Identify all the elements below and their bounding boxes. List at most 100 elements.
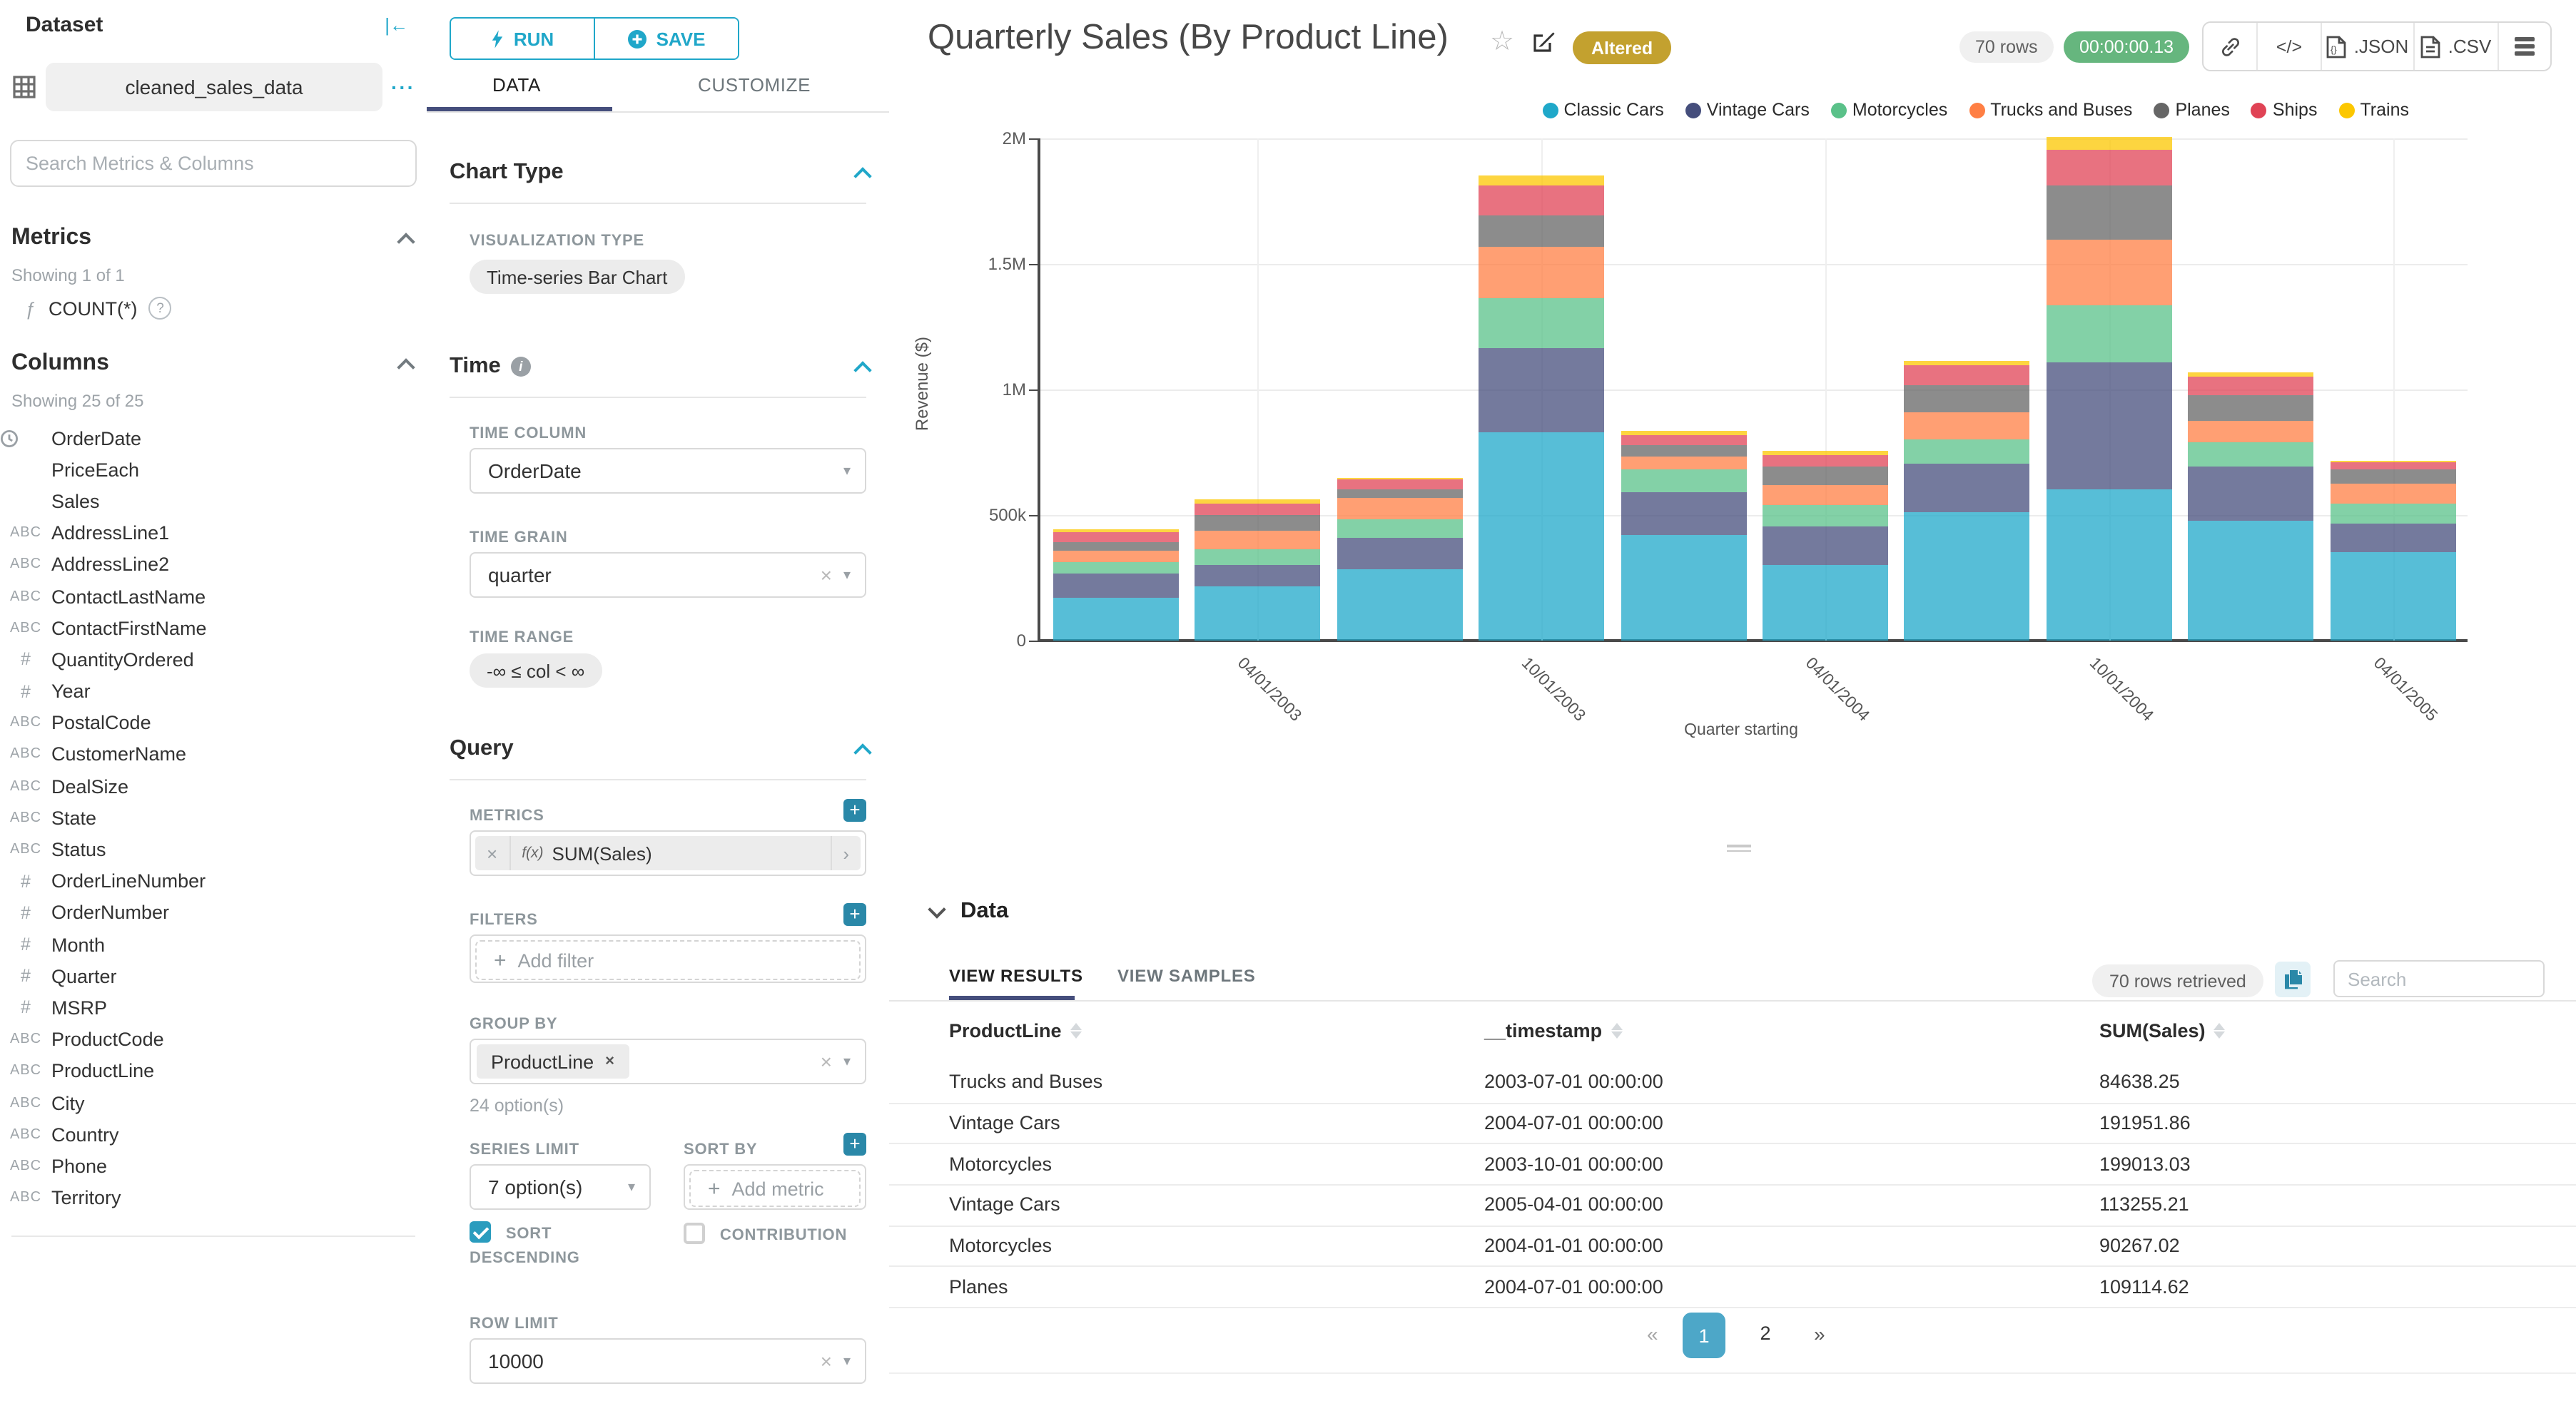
column-item[interactable]: # Quarter [0, 960, 427, 992]
column-item[interactable]: ABC PostalCode [0, 707, 427, 738]
column-item[interactable]: ABC ProductCode [0, 1024, 427, 1055]
bar-segment[interactable] [2188, 377, 2314, 396]
metric-pill[interactable]: × f(x) SUM(Sales) › [475, 836, 861, 870]
bar-segment[interactable] [1621, 535, 1747, 641]
search-metrics-columns-input[interactable] [10, 140, 417, 187]
panel-resize-handle[interactable] [1727, 842, 1751, 855]
bar-segment[interactable] [1904, 439, 2030, 464]
pagination-prev-button[interactable]: « [1647, 1323, 1658, 1345]
bar-segment[interactable] [2046, 489, 2172, 641]
bar-segment[interactable] [1337, 537, 1463, 569]
checkbox-unchecked-icon[interactable] [684, 1223, 705, 1244]
column-item[interactable]: ABC Country [0, 1119, 427, 1150]
bar-segment[interactable] [1621, 492, 1747, 536]
column-item[interactable]: ABC ProductLine [0, 1056, 427, 1087]
bar-segment[interactable] [2330, 460, 2456, 463]
bar-segment[interactable] [2046, 240, 2172, 305]
bar-segment[interactable] [2046, 150, 2172, 186]
bar-segment[interactable] [1337, 477, 1463, 480]
remove-group-by-icon[interactable]: × [605, 1053, 614, 1070]
legend-item[interactable]: Vintage Cars [1685, 100, 1810, 120]
query-section-header[interactable]: Query [450, 736, 872, 762]
add-filter-plus-button[interactable]: + [843, 903, 866, 926]
chevron-up-icon[interactable] [853, 743, 872, 761]
bar-segment[interactable] [1195, 515, 1321, 531]
bar-segment[interactable] [1904, 512, 2030, 641]
column-item[interactable]: ABC ContactFirstName [0, 612, 427, 643]
collapse-sidebar-icon[interactable]: |← [385, 14, 408, 36]
bar-segment[interactable] [1053, 598, 1179, 641]
remove-metric-icon[interactable]: × [487, 842, 498, 864]
clear-icon[interactable]: × [820, 1050, 832, 1073]
series-limit-select[interactable]: 7 option(s) ▾ [470, 1164, 651, 1210]
bar-segment[interactable] [2330, 469, 2456, 484]
checkbox-checked-icon[interactable] [470, 1221, 491, 1243]
bar-segment[interactable] [1053, 561, 1179, 574]
bar-segment[interactable] [2188, 520, 2314, 641]
embed-code-button[interactable]: </> [2256, 23, 2321, 70]
bar-segment[interactable] [1053, 532, 1179, 543]
bar-segment[interactable] [1337, 569, 1463, 641]
tab-customize[interactable]: CUSTOMIZE [698, 74, 811, 96]
bar-segment[interactable] [1479, 185, 1605, 215]
bar-segment[interactable] [2330, 504, 2456, 524]
bar-segment[interactable] [1479, 432, 1605, 641]
expand-metric-icon[interactable]: › [843, 842, 849, 864]
bar-segment[interactable] [1763, 484, 1888, 505]
legend-item[interactable]: Classic Cars [1542, 100, 1664, 120]
column-item[interactable]: ABC AddressLine2 [0, 549, 427, 581]
bar-segment[interactable] [2330, 551, 2456, 641]
column-item[interactable]: ABC City [0, 1087, 427, 1119]
column-item[interactable]: ABC Phone [0, 1151, 427, 1182]
tab-view-results[interactable]: VIEW RESULTS [949, 966, 1083, 986]
bar-segment[interactable] [1195, 530, 1321, 549]
pagination-next-button[interactable]: » [1814, 1323, 1825, 1345]
column-item[interactable]: OrderDate [0, 422, 427, 454]
column-item[interactable]: PriceEach [0, 454, 427, 485]
bar-segment[interactable] [1479, 175, 1605, 185]
bar-segment[interactable] [1904, 360, 2030, 366]
bar-segment[interactable] [1763, 466, 1888, 485]
metric-pill-main[interactable]: f(x) SUM(Sales) [510, 842, 830, 864]
bar-segment[interactable] [1904, 365, 2030, 386]
bar-segment[interactable] [2330, 523, 2456, 552]
column-item[interactable]: Sales [0, 486, 427, 517]
clear-icon[interactable]: × [820, 564, 832, 586]
legend-item[interactable]: Ships [2251, 100, 2317, 120]
bar-segment[interactable] [1763, 565, 1888, 641]
bar-segment[interactable] [1763, 454, 1888, 467]
bar-segment[interactable] [2046, 305, 2172, 362]
bar-segment[interactable] [1479, 215, 1605, 248]
pagination-page-1-button[interactable]: 1 [1683, 1313, 1725, 1358]
bar-segment[interactable] [1195, 586, 1321, 641]
bar-segment[interactable] [1337, 489, 1463, 498]
column-item[interactable]: ABC CustomerName [0, 739, 427, 770]
more-options-button[interactable] [2498, 23, 2550, 70]
bar-segment[interactable] [2188, 372, 2314, 377]
chevron-up-icon[interactable] [853, 166, 872, 185]
export-csv-button[interactable]: .CSV [2413, 23, 2498, 70]
column-item[interactable]: # Year [0, 676, 427, 707]
collapse-data-panel-icon[interactable] [928, 900, 946, 919]
column-item[interactable]: # OrderNumber [0, 897, 427, 929]
chevron-up-icon[interactable] [397, 357, 415, 376]
bar-segment[interactable] [1621, 456, 1747, 470]
dataset-name[interactable]: cleaned_sales_data [46, 63, 382, 111]
bar-segment[interactable] [1337, 519, 1463, 538]
bar-segment[interactable] [1053, 550, 1179, 562]
bar-segment[interactable] [1763, 451, 1888, 455]
column-item[interactable]: # Month [0, 929, 427, 960]
favorite-star-icon[interactable]: ☆ [1490, 27, 1515, 57]
bar-segment[interactable] [1195, 549, 1321, 566]
column-header-ProductLine[interactable]: ProductLine [949, 1020, 1082, 1041]
share-link-button[interactable] [2204, 23, 2256, 70]
bar-segment[interactable] [1763, 526, 1888, 566]
bar-segment[interactable] [2330, 484, 2456, 504]
add-filter-button[interactable]: + Add filter [475, 940, 861, 980]
column-item[interactable]: ABC ContactLastName [0, 581, 427, 612]
add-sort-metric-button[interactable]: + Add metric [689, 1170, 861, 1207]
bar-segment[interactable] [1904, 412, 2030, 439]
pagination-page-2-button[interactable]: 2 [1760, 1323, 1771, 1344]
save-button[interactable]: SAVE [594, 19, 738, 58]
bar-segment[interactable] [1195, 499, 1321, 504]
